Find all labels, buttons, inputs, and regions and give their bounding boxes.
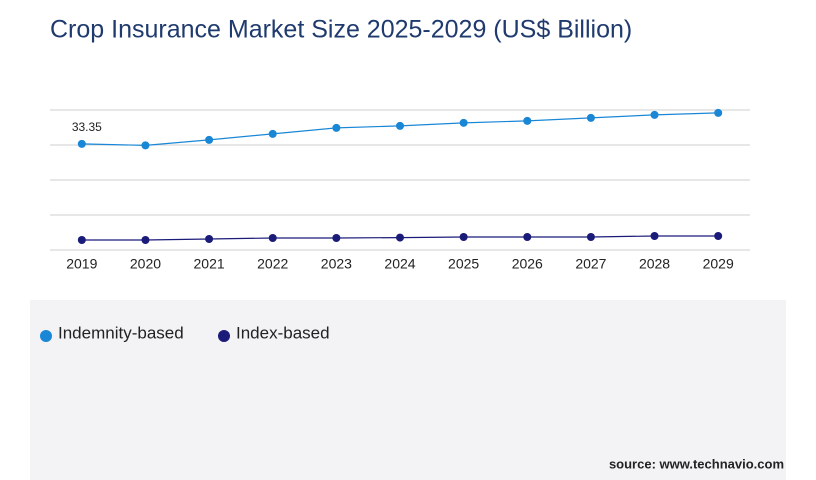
legend-background: [30, 300, 786, 480]
legend-marker: [218, 330, 230, 342]
chart-title: Crop Insurance Market Size 2025-2029 (US…: [50, 16, 632, 44]
point: [396, 121, 404, 130]
point: [523, 232, 532, 241]
point: [459, 232, 468, 241]
point: [396, 233, 404, 242]
x-tick-label: 2026: [512, 256, 543, 272]
point: [332, 234, 341, 243]
point: [77, 139, 86, 148]
point: [586, 232, 595, 241]
point: [714, 108, 723, 117]
point: [459, 118, 468, 127]
x-tick-label: 2024: [384, 256, 415, 272]
x-tick-label: 2019: [66, 256, 97, 272]
point: [141, 236, 150, 245]
point: [650, 110, 659, 119]
x-tick-label: 2020: [130, 256, 161, 272]
x-tick-label: 2029: [703, 256, 734, 272]
legend-marker: [40, 330, 52, 342]
x-tick-label: 2021: [194, 256, 225, 272]
point: [141, 141, 150, 150]
x-tick-label: 2025: [448, 256, 479, 272]
x-tick-label: 2027: [575, 256, 606, 272]
x-tick-label: 2023: [321, 256, 352, 272]
point: [205, 234, 214, 243]
point: [77, 236, 86, 245]
point: [205, 135, 214, 144]
x-tick-label: 2028: [639, 256, 670, 272]
point: [650, 232, 659, 240]
legend-label: Index-based: [236, 323, 330, 342]
point: [523, 116, 532, 125]
point: [268, 234, 277, 243]
legend-label: Indemnity-based: [58, 323, 184, 342]
point: [714, 232, 723, 240]
x-tick-label: 2022: [257, 256, 288, 272]
source: source: www.technavio.com: [609, 456, 784, 471]
data-label: 33.35: [72, 120, 102, 134]
point: [586, 113, 595, 122]
point: [332, 123, 341, 132]
point: [268, 129, 277, 138]
